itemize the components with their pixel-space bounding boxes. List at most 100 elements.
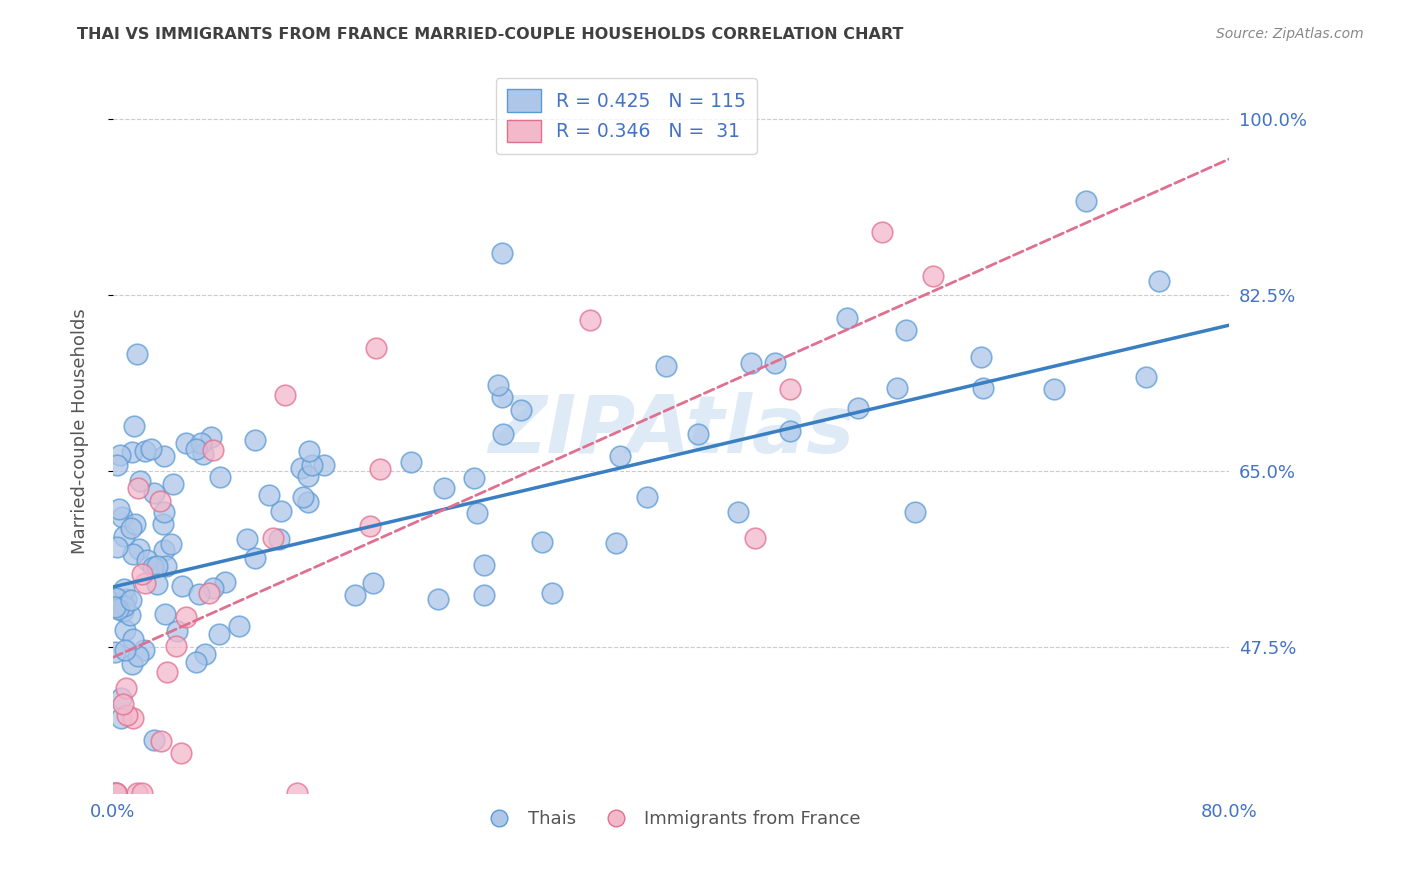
Point <box>127 481 149 495</box>
Point <box>194 647 217 661</box>
Point <box>110 691 132 706</box>
Point <box>870 225 893 239</box>
Point <box>187 587 209 601</box>
Point <box>105 786 128 800</box>
Point <box>201 581 224 595</box>
Point <box>120 521 142 535</box>
Point <box>1043 382 1066 396</box>
Point <box>297 495 319 509</box>
Point <box>427 591 450 606</box>
Point <box>259 488 281 502</box>
Text: ZIPAtlas: ZIPAtlas <box>488 392 853 470</box>
Point <box>139 442 162 456</box>
Point <box>236 533 259 547</box>
Point <box>104 786 127 800</box>
Point <box>198 585 221 599</box>
Point <box>124 517 146 532</box>
Point <box>486 377 509 392</box>
Point <box>115 708 138 723</box>
Point <box>174 610 197 624</box>
Point <box>541 585 564 599</box>
Point <box>105 591 128 606</box>
Point <box>143 733 166 747</box>
Point <box>896 323 918 337</box>
Point <box>472 558 495 573</box>
Point <box>243 550 266 565</box>
Point <box>463 471 485 485</box>
Point <box>921 269 943 284</box>
Point <box>160 537 183 551</box>
Point <box>152 505 174 519</box>
Point <box>184 656 207 670</box>
Point <box>112 603 135 617</box>
Point <box>779 382 801 396</box>
Point <box>134 575 156 590</box>
Point <box>162 477 184 491</box>
Point <box>530 535 553 549</box>
Point <box>104 645 127 659</box>
Point <box>636 491 658 505</box>
Point <box>134 444 156 458</box>
Point <box>142 560 165 574</box>
Text: THAI VS IMMIGRANTS FROM FRANCE MARRIED-COUPLE HOUSEHOLDS CORRELATION CHART: THAI VS IMMIGRANTS FROM FRANCE MARRIED-C… <box>77 27 904 42</box>
Point <box>359 518 381 533</box>
Point <box>149 494 172 508</box>
Point <box>134 643 156 657</box>
Point <box>125 786 148 800</box>
Point <box>401 455 423 469</box>
Point <box>361 575 384 590</box>
Y-axis label: Married-couple Households: Married-couple Households <box>72 308 89 554</box>
Point <box>472 588 495 602</box>
Point <box>740 356 762 370</box>
Point <box>104 786 127 800</box>
Point <box>112 582 135 596</box>
Point <box>285 786 308 800</box>
Point <box>886 381 908 395</box>
Point <box>112 599 135 613</box>
Point <box>122 547 145 561</box>
Point <box>465 506 488 520</box>
Point <box>491 246 513 260</box>
Point <box>152 517 174 532</box>
Point <box>128 541 150 556</box>
Point <box>127 347 149 361</box>
Point <box>1135 370 1157 384</box>
Point <box>779 424 801 438</box>
Point <box>655 359 678 373</box>
Legend: Thais, Immigrants from France: Thais, Immigrants from France <box>474 803 868 835</box>
Point <box>579 313 602 327</box>
Point <box>118 608 141 623</box>
Point <box>837 310 859 325</box>
Point <box>186 442 208 457</box>
Point <box>270 504 292 518</box>
Point <box>1147 275 1170 289</box>
Point <box>107 502 129 516</box>
Point <box>267 533 290 547</box>
Point <box>122 632 145 646</box>
Point <box>107 602 129 616</box>
Point <box>202 443 225 458</box>
Point <box>114 624 136 638</box>
Point <box>111 697 134 711</box>
Point <box>152 543 174 558</box>
Point <box>166 624 188 638</box>
Point <box>364 341 387 355</box>
Point <box>122 419 145 434</box>
Point <box>131 786 153 800</box>
Point <box>686 426 709 441</box>
Point <box>104 591 127 606</box>
Point <box>155 559 177 574</box>
Point <box>115 681 138 696</box>
Point <box>228 619 250 633</box>
Point <box>153 607 176 621</box>
Point <box>209 470 232 484</box>
Point <box>433 481 456 495</box>
Point <box>301 458 323 472</box>
Point <box>165 639 187 653</box>
Point <box>262 531 284 545</box>
Point <box>170 746 193 760</box>
Point <box>609 449 631 463</box>
Point <box>605 536 627 550</box>
Point <box>214 575 236 590</box>
Point <box>343 588 366 602</box>
